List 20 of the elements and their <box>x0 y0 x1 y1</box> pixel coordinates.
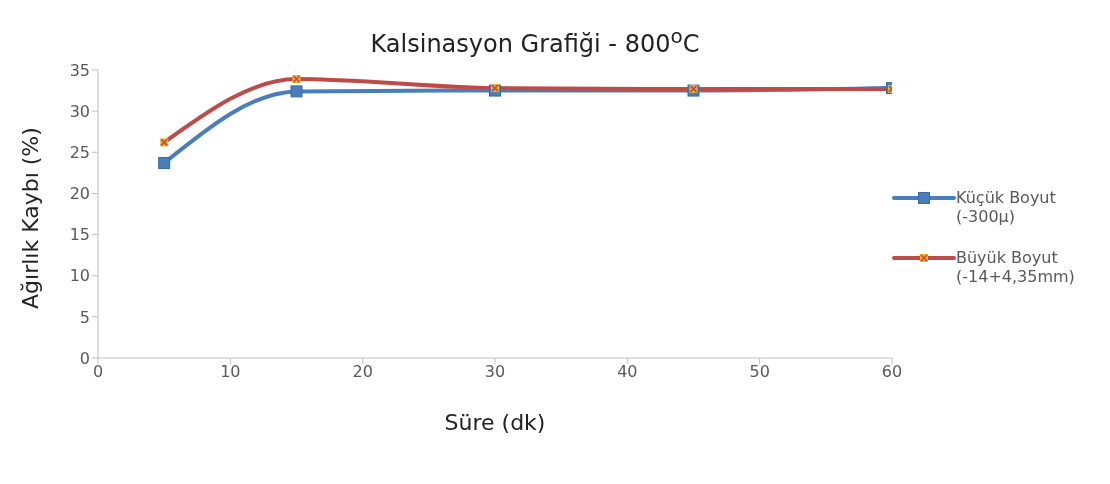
x-tick-label: 10 <box>220 362 241 382</box>
x-tick-label: 20 <box>352 362 373 382</box>
x-tick-label: 30 <box>484 362 506 382</box>
x-tick-label: 60 <box>881 362 903 382</box>
y-tick-label: 35 <box>69 60 90 80</box>
x-tick-label: 0 <box>92 362 104 382</box>
y-tick-label: 20 <box>69 184 90 204</box>
x-tick-label: 50 <box>749 362 770 382</box>
y-tick-label: 0 <box>79 348 90 368</box>
y-axis-title: Ağırlık Kaybı (%) <box>17 127 43 309</box>
y-tick-label: 30 <box>69 101 90 121</box>
x-tick-label: 40 <box>617 362 638 382</box>
chart-title: Kalsinasyon Grafiği - 800$^{o}$C <box>369 24 701 58</box>
legend-label: Küçük Boyut (-300µ) <box>956 188 1057 226</box>
x-axis-title: Süre (dk) <box>444 410 546 435</box>
y-tick-label: 10 <box>69 266 90 286</box>
legend-label: Büyük Boyut (-14+4,35mm) <box>956 248 1076 286</box>
y-tick-label: 5 <box>79 307 90 327</box>
y-tick-label: 15 <box>69 225 90 245</box>
y-tick-label: 25 <box>69 142 90 162</box>
